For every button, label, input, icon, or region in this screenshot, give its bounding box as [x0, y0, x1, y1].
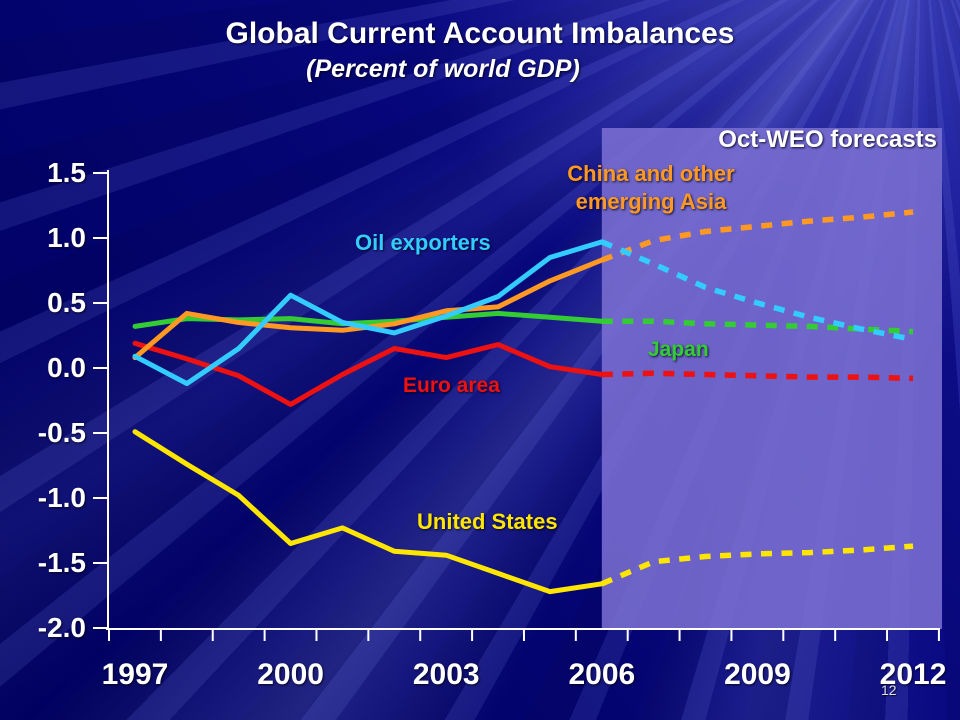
y-axis-label: 0.0 [47, 352, 86, 383]
slide-title: Global Current Account Imbalances [225, 17, 735, 50]
x-axis-label: 2000 [257, 658, 324, 691]
series-line-united-states [132, 429, 605, 595]
x-axis-label: 2009 [724, 658, 791, 691]
series-label-oil-exporters: Oil exporters [355, 230, 491, 255]
x-axis-label: 2003 [412, 658, 480, 691]
series-label-euro-area: Euro area [403, 374, 500, 397]
y-axis-label: 0.5 [47, 287, 86, 318]
series-line-euro-area-forecast [601, 370, 914, 382]
forecast-label: Oct-WEO forecasts [718, 126, 937, 153]
series-label-united-states: United States [417, 509, 558, 534]
x-axis-label: 1997 [101, 658, 169, 691]
y-axis-label: 1.5 [47, 157, 86, 188]
series-line-japan-forecast [601, 318, 914, 335]
series-line-china-and-other-emerging-asia [132, 257, 605, 361]
y-axis-label: -1.5 [37, 547, 86, 578]
y-axis-label: -2.0 [37, 612, 86, 643]
y-axis-label: -1.0 [37, 482, 86, 513]
x-axis-label: 2012 [879, 658, 947, 691]
y-axis-label: 1.0 [47, 222, 86, 253]
series-label-japan: Japan [648, 338, 709, 361]
x-axis-label: 2006 [568, 658, 636, 691]
y-axis-label: -0.5 [37, 417, 86, 448]
series-label-china-emerging-asia: China and other emerging Asia [567, 160, 734, 216]
slide-subtitle: (Percent of world GDP) [306, 55, 580, 83]
series-label-china-line1: China and other [567, 161, 735, 186]
series-line-oil-exporters-forecast [600, 239, 914, 343]
series-label-china-line2: emerging Asia [575, 189, 727, 214]
page-number: 12 [881, 682, 897, 698]
series-line-oil-exporters [132, 239, 605, 387]
